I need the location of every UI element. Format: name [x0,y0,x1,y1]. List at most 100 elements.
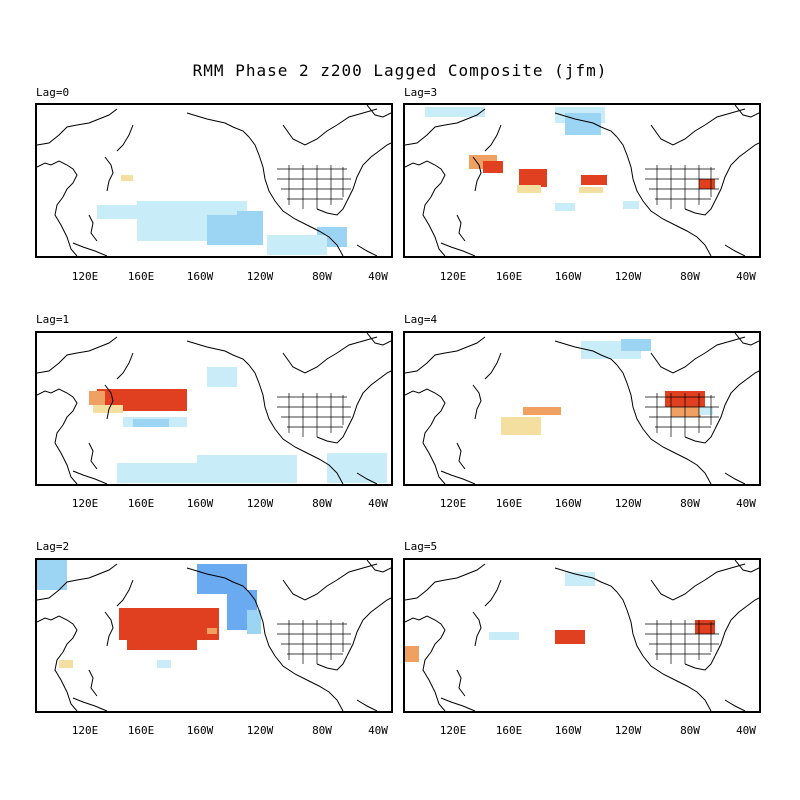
lon-tick-120w: 120W [246,724,274,737]
lon-tick-120e: 120E [71,724,99,737]
coastline [336,563,378,581]
lon-tick-40w: 40W [736,724,756,737]
lon-tick-160w: 160W [554,497,582,510]
lon-tick-120e: 120E [71,497,99,510]
coastline [714,142,759,202]
anomaly-patch [119,608,219,640]
map-panel-lag5 [403,558,761,713]
anomaly-patch [555,203,575,211]
anomaly-patch [197,564,247,594]
coastline [405,336,486,374]
coastline [248,591,308,681]
coastline [366,560,391,573]
anomaly-patch [579,187,603,193]
anomaly-patch [483,161,503,173]
coastline [405,388,446,426]
coastline [734,105,759,118]
anomaly-patch [59,660,73,668]
coastline [88,214,98,242]
lon-tick-160e: 160E [495,724,523,737]
coastline [356,244,378,256]
lon-tick-40w: 40W [368,497,388,510]
coastline [72,697,108,711]
coastline [472,384,482,420]
coastline [248,364,308,454]
coastline [684,428,716,444]
coastline [306,679,344,711]
anomaly-patch [555,630,585,644]
anomaly-patch [699,407,713,415]
map-lag5 [405,560,759,711]
anomaly-patch [671,407,701,417]
coastline [440,470,476,484]
coastline [650,352,706,374]
anomaly-patch [623,201,639,209]
coastline [616,364,676,454]
anomaly-patch [237,211,263,245]
coastline [316,655,348,671]
map-lag4 [405,333,759,484]
coastline [316,200,348,216]
coastline [116,124,134,152]
coastline [336,108,378,126]
coastline [405,615,446,653]
coastline [37,108,118,146]
coastline [734,333,759,346]
coastline [684,655,716,671]
anomaly-patch [117,463,197,483]
anomaly-patch [207,215,237,245]
anomaly-patch [405,646,419,662]
anomaly-patch [489,632,519,640]
map-panel-lag1 [35,331,393,486]
coastline [54,196,78,256]
panel-label-lag3: Lag=3 [404,86,438,99]
coastline [684,200,716,216]
anomaly-patch [93,405,123,413]
lon-tick-160e: 160E [127,497,155,510]
coastline [72,470,108,484]
anomaly-patch [197,455,297,483]
coastline [104,611,114,647]
anomaly-patch [519,169,547,187]
coastline [674,679,712,711]
panel-label-lag0: Lag=0 [36,86,70,99]
coastline [116,579,134,607]
lon-tick-40w: 40W [736,497,756,510]
coastline [456,669,466,697]
coastline [616,136,676,226]
lon-tick-80w: 80W [312,270,332,283]
coastline [724,699,746,711]
anomaly-patch [621,339,651,351]
coastline [422,424,446,484]
coastline [484,352,502,380]
coastline [104,156,114,192]
coastline [704,563,746,581]
anomaly-patch [97,205,137,219]
lon-tick-80w: 80W [312,497,332,510]
panel-label-lag2: Lag=2 [36,540,70,553]
coastline [554,567,618,593]
coastline [186,112,250,138]
coastline [704,336,746,354]
coastline [37,388,78,426]
lon-tick-40w: 40W [368,270,388,283]
coastline [484,124,502,152]
map-panel-lag3 [403,103,761,258]
coastline [37,563,118,601]
anomaly-patch [327,453,387,483]
lon-tick-80w: 80W [680,497,700,510]
lon-tick-120w: 120W [246,497,274,510]
anomaly-patch [89,391,105,405]
coastline [54,424,78,484]
coastline [554,340,618,366]
panel-label-lag5: Lag=5 [404,540,438,553]
coastline [88,669,98,697]
coastline [37,615,78,653]
anomaly-patch [695,620,715,634]
coastline [456,442,466,470]
lon-tick-160w: 160W [186,724,214,737]
coastline [674,224,712,256]
coastline [405,160,446,198]
lon-tick-160e: 160E [127,270,155,283]
coastline [346,597,391,657]
